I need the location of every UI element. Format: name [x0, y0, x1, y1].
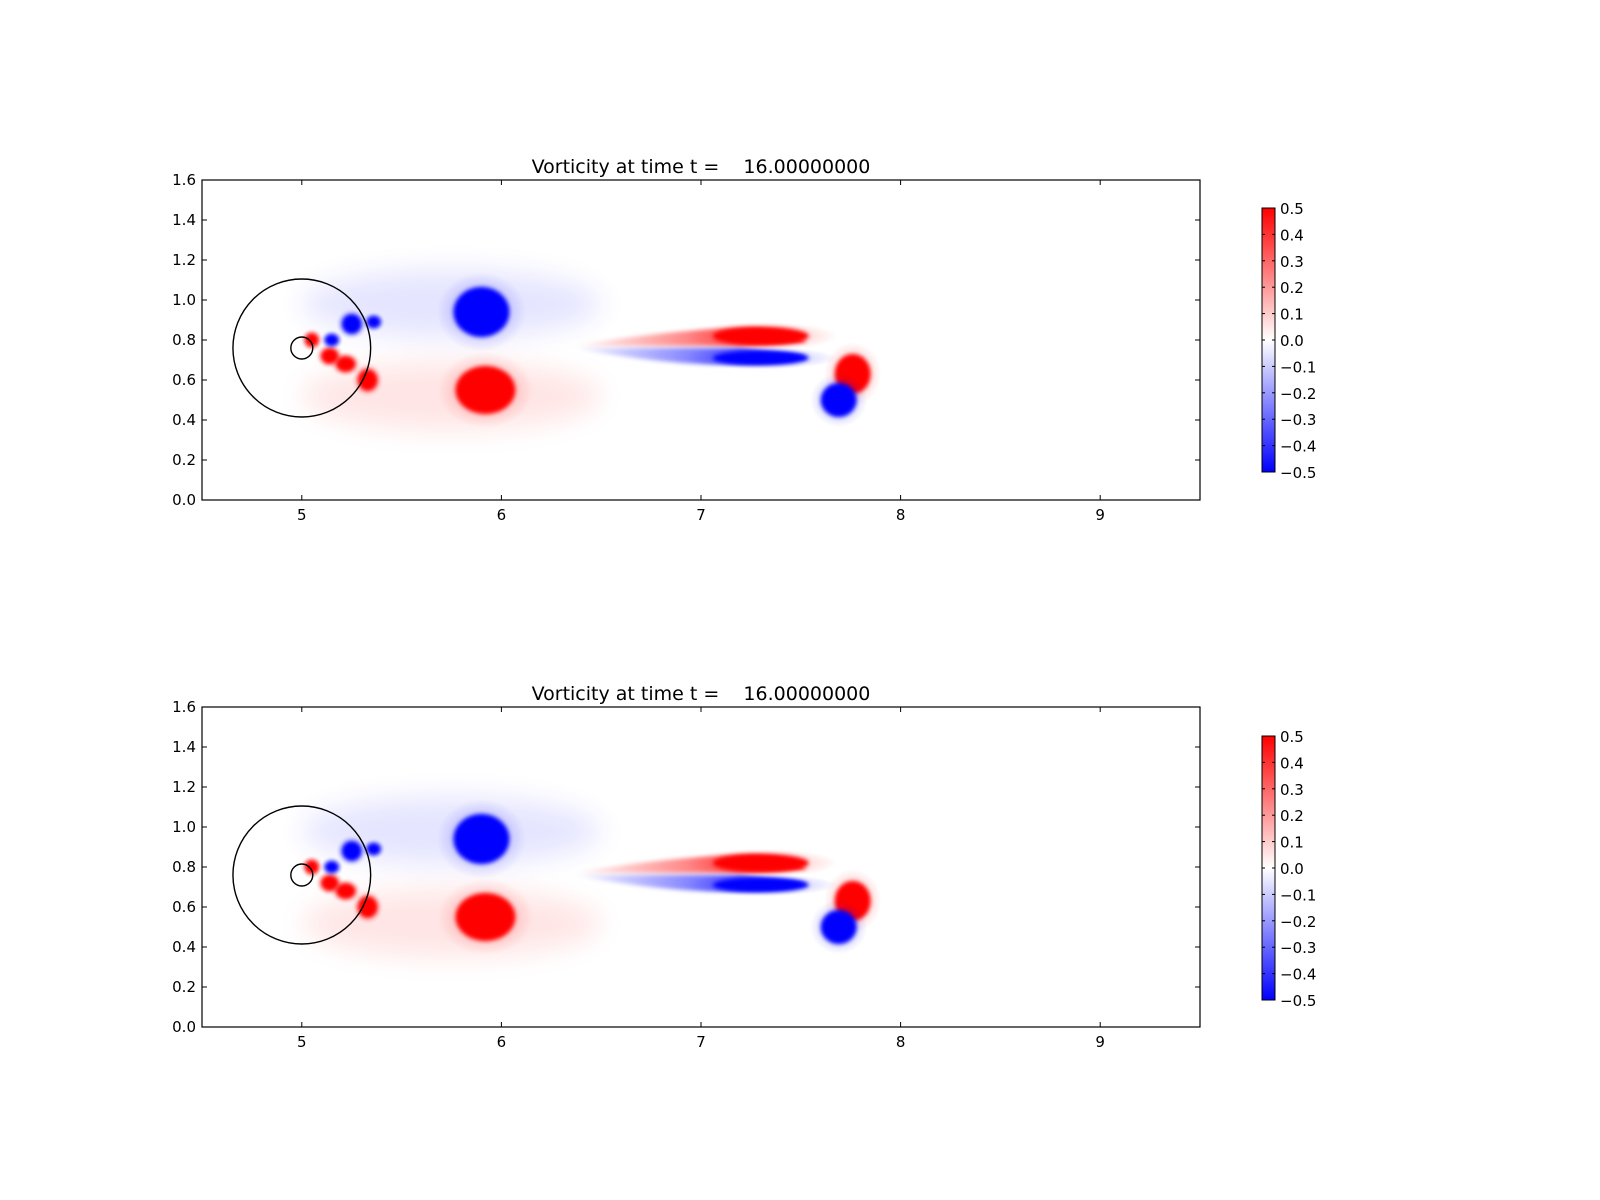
colorbar-tick-label: 0.1 [1280, 834, 1304, 852]
outer-boundary-circle [232, 805, 372, 945]
x-tick-label: 5 [297, 1033, 307, 1051]
vorticity-panel-top: 5 6 7 8 9 0.0 0.2 0.4 0.6 0.8 1.0 1.2 1.4 1.6 Vorticit… [172, 156, 1316, 524]
y-tick-label: 1.6 [172, 698, 196, 716]
colorbar-tick-label: 0.2 [1280, 279, 1304, 297]
colorbar-tick-label: −0.5 [1280, 992, 1316, 1010]
y-tick-label: 0.0 [172, 491, 196, 509]
y-tick-label: 1.6 [172, 171, 196, 189]
x-tick-label: 5 [297, 506, 307, 524]
x-tick-label: 8 [896, 506, 906, 524]
x-tick-label: 6 [497, 506, 507, 524]
vortex-core [304, 860, 319, 874]
colorbar-tick-label: −0.5 [1280, 464, 1316, 482]
vortex-core [820, 383, 857, 417]
chart-title: Vorticity at time t = 16.00000000 [532, 683, 871, 705]
colorbar-tick-label: 0.5 [1280, 728, 1304, 746]
vortex-core [455, 366, 516, 414]
vortex-core [366, 843, 381, 855]
y-tick-label: 1.0 [172, 818, 196, 836]
y-tick-label: 1.4 [172, 738, 196, 756]
vortex-core [335, 883, 356, 899]
vortex-core [366, 316, 381, 328]
colorbar-tick-label: 0.0 [1280, 332, 1304, 350]
colorbar-tick-label: −0.4 [1280, 966, 1316, 984]
y-tick-label: 0.2 [172, 451, 196, 469]
vortex-core [341, 314, 362, 334]
y-tick-label: 0.0 [172, 1018, 196, 1036]
y-tick-label: 0.4 [172, 938, 196, 956]
colorbar-tick-label: −0.2 [1280, 913, 1316, 931]
vortex-core [357, 369, 378, 391]
colorbar-tick-label: 0.3 [1280, 781, 1304, 799]
colorbar-tick-label: −0.4 [1280, 438, 1316, 456]
y-tick-label: 0.8 [172, 858, 196, 876]
inner-body-circle [290, 863, 314, 887]
vorticity-panel-bottom: 5 6 7 8 9 0.0 0.2 0.4 0.6 0.8 1.0 1.2 1.4 1.6 Vorticit… [172, 683, 1316, 1051]
y-tick-label: 1.2 [172, 778, 196, 796]
y-tick-label: 0.6 [172, 898, 196, 916]
vortex-core [820, 910, 857, 944]
vorticity-field [202, 180, 1200, 500]
y-tick-label: 1.2 [172, 251, 196, 269]
colorbar: 0.5 0.4 0.3 0.2 0.1 0.0 −0.1 −0.2 −0.3 −0.4 −0.5 [1261, 200, 1316, 482]
colorbar-tick-label: 0.4 [1280, 754, 1304, 772]
vortex-core [324, 861, 339, 873]
vortex-core [712, 878, 809, 892]
vortex-core [335, 356, 356, 372]
colorbar-tick-label: 0.0 [1280, 860, 1304, 878]
y-tick-label: 0.4 [172, 411, 196, 429]
colorbar-tick-label: 0.5 [1280, 200, 1304, 218]
y-tick-label: 0.6 [172, 371, 196, 389]
x-tick-label: 8 [896, 1033, 906, 1051]
colorbar-tick-label: 0.4 [1280, 226, 1304, 244]
colorbar-tick-label: −0.2 [1280, 385, 1316, 403]
vortex-core [455, 893, 516, 941]
y-tick-label: 1.4 [172, 211, 196, 229]
x-tick-label: 7 [696, 1033, 706, 1051]
vortex-core [357, 896, 378, 918]
colorbar-tick-label: −0.1 [1280, 358, 1316, 376]
y-tick-label: 1.0 [172, 291, 196, 309]
colorbar-tick-label: −0.3 [1280, 939, 1316, 957]
x-tick-label: 9 [1095, 506, 1105, 524]
vortex-core [453, 287, 510, 337]
vortex-core [324, 334, 339, 346]
vortex-core [341, 841, 362, 861]
inner-body-circle [290, 336, 314, 360]
outer-boundary-circle [232, 278, 372, 418]
x-tick-label: 6 [497, 1033, 507, 1051]
colorbar: 0.5 0.4 0.3 0.2 0.1 0.0 −0.1 −0.2 −0.3 −0.4 −0.5 [1261, 728, 1316, 1010]
colorbar-tick-label: 0.2 [1280, 807, 1304, 825]
vorticity-field [202, 707, 1200, 1027]
vortex-core [712, 854, 809, 872]
colorbar-tick-label: −0.3 [1280, 411, 1316, 429]
y-tick-label: 0.2 [172, 978, 196, 996]
colorbar-tick-label: 0.1 [1280, 306, 1304, 324]
y-tick-label: 0.8 [172, 331, 196, 349]
x-tick-label: 7 [696, 506, 706, 524]
x-tick-label: 9 [1095, 1033, 1105, 1051]
vortex-core [712, 351, 809, 365]
vortex-core [712, 327, 809, 345]
chart-title: Vorticity at time t = 16.00000000 [532, 156, 871, 178]
vortex-core [304, 333, 319, 347]
colorbar-tick-label: −0.1 [1280, 886, 1316, 904]
colorbar-tick-label: 0.3 [1280, 253, 1304, 271]
vortex-core [453, 814, 510, 864]
